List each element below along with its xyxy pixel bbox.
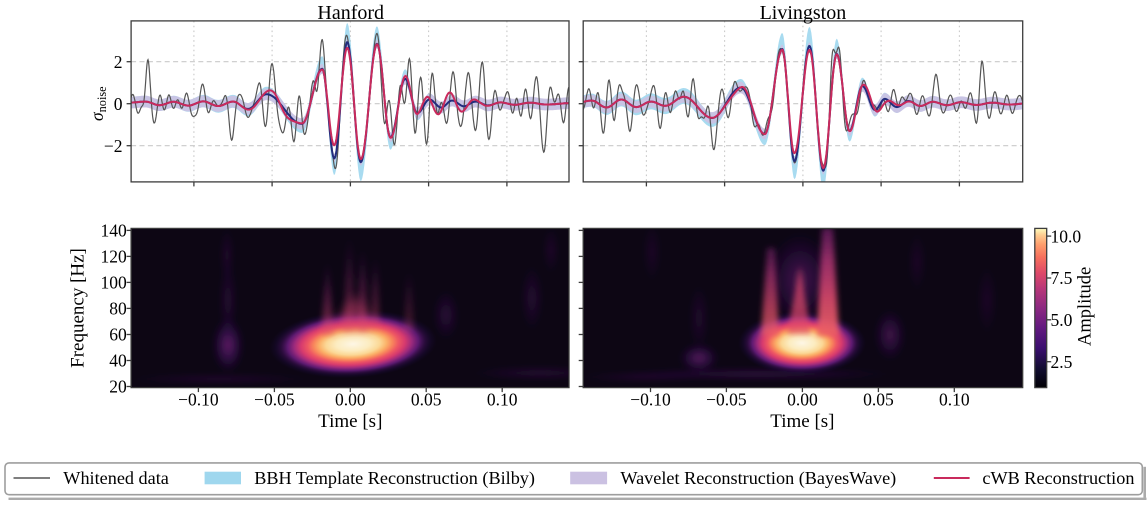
svg-text:80: 80 bbox=[109, 299, 127, 319]
svg-text:−0.10: −0.10 bbox=[178, 390, 219, 410]
svg-text:10.0: 10.0 bbox=[1051, 226, 1082, 246]
svg-text:100: 100 bbox=[100, 273, 127, 293]
svg-text:Frequency [Hz]: Frequency [Hz] bbox=[67, 248, 88, 368]
svg-text:−2: −2 bbox=[104, 136, 123, 156]
svg-text:−0.10: −0.10 bbox=[630, 390, 671, 410]
svg-text:0.05: 0.05 bbox=[411, 390, 442, 410]
svg-text:Amplitude: Amplitude bbox=[1076, 267, 1096, 346]
svg-text:cWB Reconstruction: cWB Reconstruction bbox=[982, 468, 1134, 488]
svg-text:BBH Template Reconstruction (B: BBH Template Reconstruction (Bilby) bbox=[254, 468, 535, 489]
svg-text:0: 0 bbox=[114, 94, 123, 114]
svg-text:Hanford: Hanford bbox=[317, 2, 384, 24]
svg-text:60: 60 bbox=[109, 325, 127, 345]
svg-text:0.10: 0.10 bbox=[487, 390, 518, 410]
svg-text:120: 120 bbox=[100, 247, 127, 267]
svg-text:5.0: 5.0 bbox=[1051, 310, 1073, 330]
svg-text:7.5: 7.5 bbox=[1051, 268, 1073, 288]
svg-text:2: 2 bbox=[114, 52, 123, 72]
svg-text:0.00: 0.00 bbox=[335, 390, 366, 410]
svg-text:−0.05: −0.05 bbox=[706, 390, 747, 410]
svg-text:20: 20 bbox=[109, 377, 127, 397]
svg-text:σnoise: σnoise bbox=[87, 86, 109, 121]
svg-text:2.5: 2.5 bbox=[1051, 352, 1073, 372]
svg-text:140: 140 bbox=[100, 221, 127, 241]
svg-text:0.05: 0.05 bbox=[863, 390, 894, 410]
svg-text:Time [s]: Time [s] bbox=[770, 411, 834, 432]
svg-text:Wavelet Reconstruction (BayesW: Wavelet Reconstruction (BayesWave) bbox=[620, 468, 896, 489]
svg-text:−0.05: −0.05 bbox=[254, 390, 295, 410]
svg-text:0.00: 0.00 bbox=[787, 390, 818, 410]
svg-text:Whitened data: Whitened data bbox=[63, 468, 169, 488]
svg-text:Livingston: Livingston bbox=[760, 2, 847, 24]
svg-text:40: 40 bbox=[109, 351, 127, 371]
svg-text:Time [s]: Time [s] bbox=[318, 411, 382, 432]
svg-text:0.10: 0.10 bbox=[939, 390, 970, 410]
